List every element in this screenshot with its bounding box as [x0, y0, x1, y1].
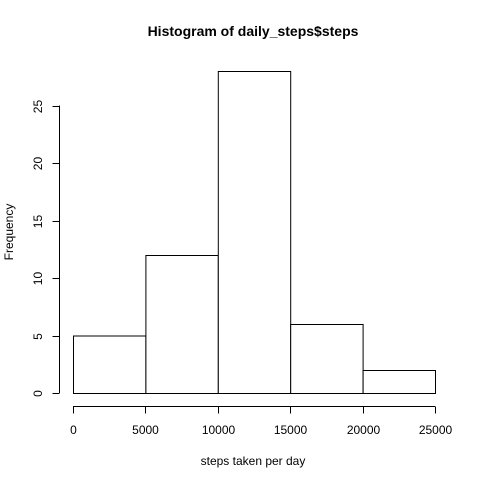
- y-tick-label-5: 25: [31, 100, 45, 114]
- y-tick-label-0: 0: [31, 390, 45, 397]
- x-tick-label-0: 0: [70, 423, 77, 437]
- y-tick-label-1: 5: [31, 333, 45, 340]
- x-tick-label-5: 25000: [419, 423, 453, 437]
- y-tick-label-4: 20: [31, 157, 45, 171]
- x-tick-label-4: 20000: [347, 423, 381, 437]
- histogram-bar-1: [145, 255, 219, 394]
- histogram-bar-4: [362, 370, 437, 394]
- x-axis-label: steps taken per day: [201, 454, 306, 468]
- y-tick-label-3: 15: [31, 215, 45, 229]
- bars-group: [73, 71, 437, 394]
- x-tick-label-1: 5000: [132, 423, 159, 437]
- x-tick-label-2: 10000: [202, 423, 236, 437]
- histogram-bar-2: [217, 71, 292, 394]
- y-tick-label-2: 10: [31, 272, 45, 286]
- x-tick-label-3: 15000: [274, 423, 308, 437]
- y-axis: 0 5 10 15 20 25: [31, 100, 60, 397]
- histogram-bar-0: [73, 335, 147, 394]
- histogram-bar-3: [290, 324, 364, 394]
- chart-title: Histogram of daily_steps$steps: [148, 23, 359, 39]
- x-axis: 0 5000 10000 15000 20000 25000: [70, 406, 453, 437]
- y-axis-label: Frequency: [2, 204, 16, 261]
